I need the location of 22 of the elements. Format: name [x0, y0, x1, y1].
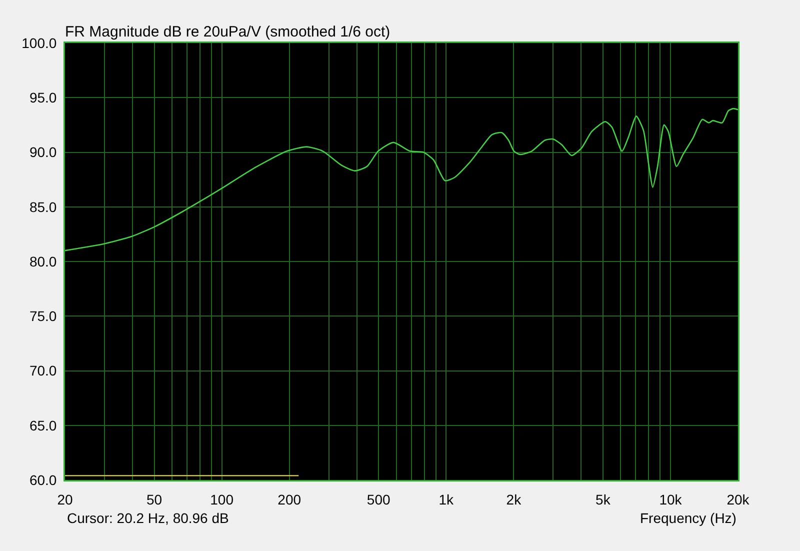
y-tick-label: 85.0 [29, 198, 57, 215]
y-tick-label: 60.0 [29, 472, 57, 488]
y-tick-label: 70.0 [29, 362, 57, 379]
x-tick-label: 20k [726, 491, 750, 508]
x-tick-label: 1k [438, 491, 455, 508]
x-tick-label: 2k [506, 491, 522, 508]
chart-title: FR Magnitude dB re 20uPa/V (smoothed 1/6 oct) [65, 23, 390, 40]
x-tick-label: 200 [278, 491, 302, 508]
x-tick-label: 500 [366, 491, 390, 508]
y-tick-label: 65.0 [29, 417, 57, 434]
x-tick-label: 50 [146, 491, 162, 508]
x-tick-label: 10k [659, 491, 683, 508]
x-axis-title: Frequency (Hz) [640, 510, 736, 526]
y-tick-label: 100.0 [22, 34, 57, 51]
y-tick-label: 90.0 [29, 144, 57, 160]
y-tick-label: 75.0 [29, 308, 57, 324]
y-tick-label: 80.0 [29, 253, 57, 270]
x-tick-label: 5k [596, 491, 612, 508]
y-tick-label: 95.0 [29, 90, 57, 106]
x-tick-label: 20 [57, 491, 73, 508]
x-tick-label: 100 [210, 491, 234, 508]
text: Cursor: 20.2 Hz, 80.96 dB [67, 510, 229, 526]
